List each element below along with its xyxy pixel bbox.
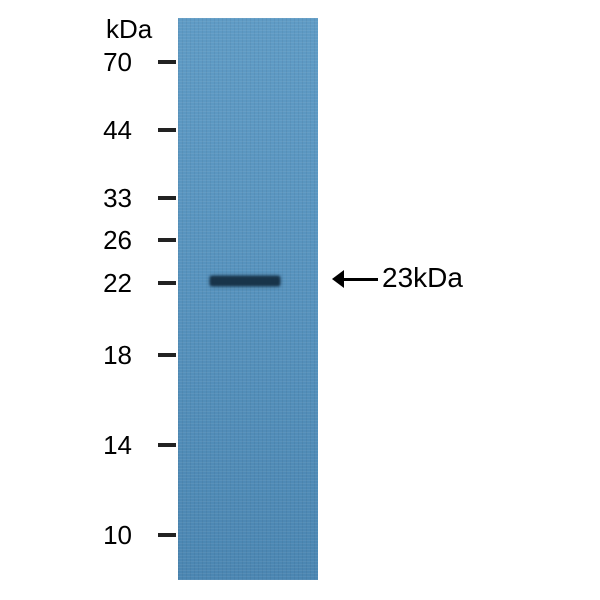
ladder-label-22: 22 [103,268,132,299]
ladder-tick-44 [158,128,176,132]
ladder-label-70: 70 [103,47,132,78]
ladder-tick-26 [158,238,176,242]
gel-lane [178,18,318,580]
arrow-shaft [341,278,378,281]
ladder-tick-10 [158,533,176,537]
ladder-label-33: 33 [103,183,132,214]
protein-band [210,276,280,286]
ladder-tick-33 [158,196,176,200]
ladder-label-44: 44 [103,115,132,146]
blot-container: kDa 70 44 33 26 22 18 14 10 23kDa [0,0,600,600]
ladder-label-14: 14 [103,430,132,461]
ladder-tick-70 [158,60,176,64]
ladder-tick-18 [158,353,176,357]
arrow-head-icon [332,270,344,288]
ladder-label-18: 18 [103,340,132,371]
ladder-tick-14 [158,443,176,447]
band-size-label: 23kDa [382,262,463,294]
unit-label: kDa [106,14,152,45]
ladder-label-26: 26 [103,225,132,256]
ladder-label-10: 10 [103,520,132,551]
ladder-tick-22 [158,281,176,285]
